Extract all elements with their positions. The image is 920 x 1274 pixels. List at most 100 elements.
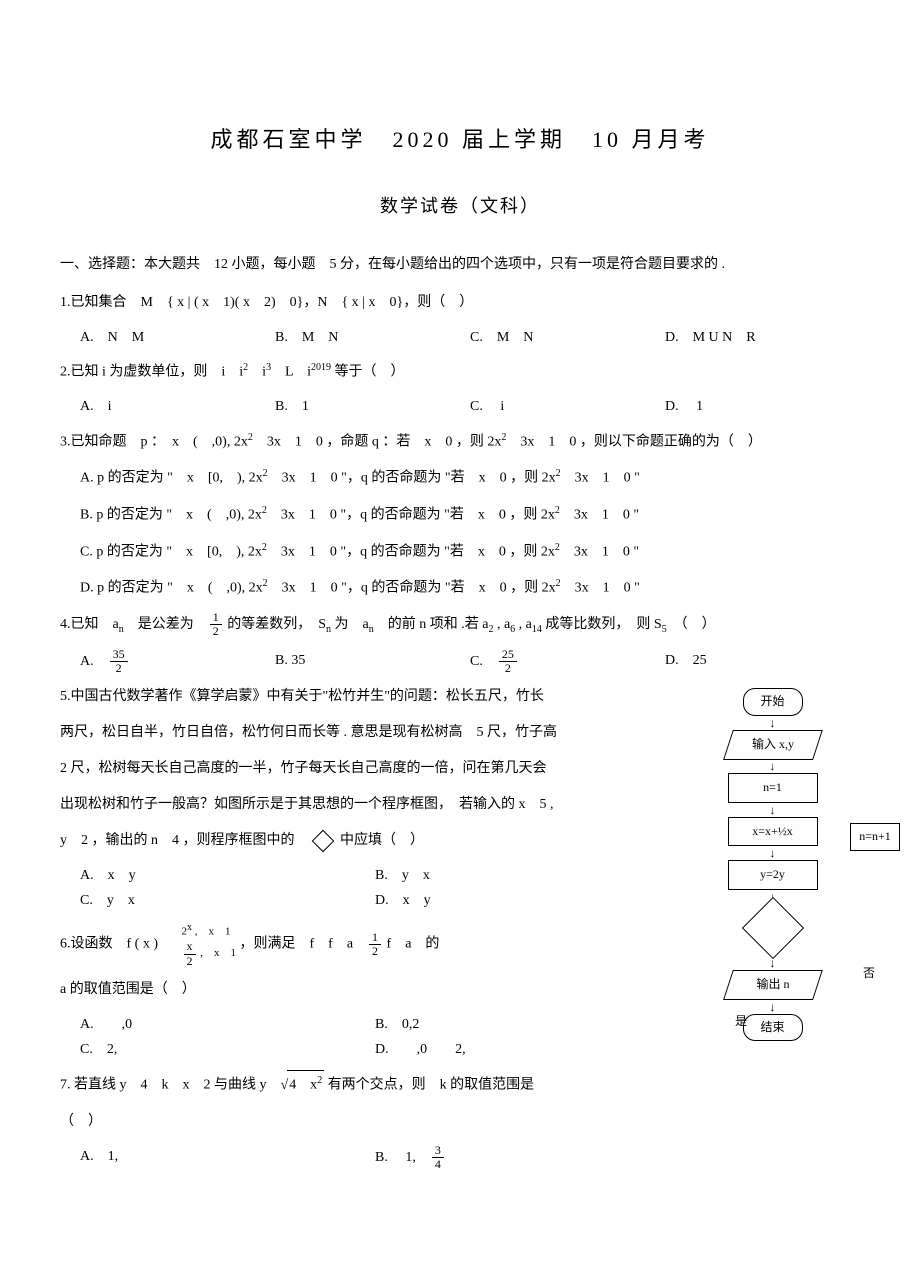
q4-t-g: , a (515, 617, 532, 632)
q5-opt-a: A. x y (80, 863, 375, 888)
q7-stem: 7. 若直线 y 4 k x 2 与曲线 y 4 x2 有两个交点，则 k 的取… (60, 1070, 670, 1100)
q5-l4: 出现松树和竹子一般高？如图所示是于其思想的一个程序框图， 若输入的 x 5 , (60, 791, 670, 819)
q4-f1d: 2 (210, 625, 222, 638)
q3c-1: C. p 的否定为 " x [0, ), 2x (80, 544, 262, 559)
q6-opt-a: A. ,0 (80, 1012, 375, 1037)
q3a-1: A. p 的否定为 " x [0, ), 2x (80, 471, 263, 486)
q6f2d: 2 (369, 945, 381, 958)
q7-stem2: （ ） (60, 1108, 670, 1136)
q4a-d: 2 (110, 662, 128, 675)
q3a-3: 3x 1 0 " (561, 471, 640, 486)
q4-opt-c: C. 252 (470, 648, 665, 675)
q7b-frac: 34 (432, 1144, 444, 1171)
q3a-2: 3x 1 0 "，q 的否命题为 "若 x 0 ，则 2x (268, 471, 556, 486)
fc-side: n=n+1 (850, 823, 900, 851)
q3c-3: 3x 1 0 " (560, 544, 639, 559)
q4-t-e: 的前 n 项和 .若 a (374, 617, 489, 632)
q7-opt-a: A. 1, (80, 1144, 375, 1171)
q6-frac-piece: x2 (184, 940, 196, 967)
q4-t-f: , a (493, 617, 510, 632)
q4-options: A. 352 B. 35 C. 252 D. 25 (60, 648, 860, 675)
q3-opt-b: B. p 的否定为 " x ( ,0), 2x2 3x 1 0 "，q 的否命题… (60, 501, 860, 530)
q5-l5b: 中应填（ ） (337, 833, 425, 848)
q3d-2: 3x 1 0 "，q 的否命题为 "若 x 0 ，则 2x (268, 581, 556, 596)
fc-arrow-3: ↓ (685, 804, 860, 816)
q1-stem: 1.已知集合 M { x | ( x 1)( x 2) 0}，N { x | x… (60, 289, 860, 317)
q3d-3: 3x 1 0 " (561, 581, 640, 596)
q4-t-i: （ ） (667, 617, 716, 632)
q1-opt-c: C. M N (470, 325, 665, 350)
fc-label-no: 否 (863, 963, 875, 985)
q6-stem: 6.设函数 f ( x ) 2x , x 1 x2 , x 1 ，则满足 f f… (60, 921, 670, 967)
q5-l1: 5.中国古代数学著作《算学启蒙》中有关于"松竹并生"的问题：松长五尺，竹长 (60, 683, 670, 711)
q5-opt-d: D. x y (375, 888, 670, 913)
fc-arrow-7: ↓ (685, 1001, 860, 1013)
q3-stem: 3.已知命题 p ： x ( ,0), 2x2 3x 1 0 ，命题 q ：若 … (60, 428, 860, 457)
q4-stem: 4.已知 an 是公差为 12 的等差数列， Sn 为 an 的前 n 项和 .… (60, 611, 860, 640)
fc-input: 输入 x,y (723, 730, 823, 760)
q4-frac1: 12 (210, 611, 222, 638)
q2-exp2019: 2019 (311, 362, 331, 373)
q4-t-b: 是公差为 (124, 617, 208, 632)
q6-stem2: a 的取值范围是（ ） (60, 976, 670, 1004)
q3-text-b: 3x 1 0 ，命题 q ：若 x 0 ，则 2x (253, 434, 502, 449)
q3-opt-d: D. p 的否定为 " x ( ,0), 2x2 3x 1 0 "，q 的否命题… (60, 574, 860, 603)
q7-ta: 7. 若直线 y 4 k x 2 与曲线 y (60, 1078, 281, 1093)
q5-opt-b: B. y x (375, 863, 670, 888)
q5-l5a: y 2 ，输出的 n 4 ，则程序框图中的 (60, 833, 309, 848)
q7-options: A. 1, B. 1, 34 (60, 1144, 670, 1171)
q6-ta: 6.设函数 f ( x ) (60, 937, 172, 952)
q2-stem: 2.已知 i 为虚数单位，则 i i2 i3 L i2019 等于（ ） (60, 358, 860, 387)
fc-output: 输出 n (723, 970, 823, 1000)
exam-title: 成都石室中学 2020 届上学期 10 月月考 (60, 120, 860, 160)
q3-opt-c: C. p 的否定为 " x [0, ), 2x2 3x 1 0 "，q 的否命题… (60, 538, 860, 567)
q6-options: A. ,0 B. 0,2 C. 2, D. ,0 2, (60, 1012, 670, 1062)
q4a-frac: 352 (110, 648, 128, 675)
q4-t-d: 为 a (331, 617, 369, 632)
fc-decision (728, 906, 818, 956)
q6p2n: x (184, 940, 196, 954)
q4-opt-a: A. 352 (80, 648, 275, 675)
q6-opt-d: D. ,0 2, (375, 1037, 670, 1062)
q1-opt-a: A. N M (80, 325, 275, 350)
q6f2n: 1 (369, 931, 381, 945)
fc-start: 开始 (743, 688, 803, 716)
q4-t-h: 成等比数列， 则 S (542, 617, 662, 632)
q4a-n: 35 (110, 648, 128, 662)
q4c-d: 2 (499, 662, 517, 675)
q2-opt-d: D. 1 (665, 394, 860, 419)
q3-opt-a: A. p 的否定为 " x [0, ), 2x2 3x 1 0 "，q 的否命题… (60, 464, 860, 493)
q3-text-a: 3.已知命题 p ： x ( ,0), 2x (60, 434, 248, 449)
q4-t-a: 4.已知 a (60, 617, 119, 632)
q2-text-d: 等于（ ） (331, 364, 405, 379)
fc-arrow-1: ↓ (685, 717, 860, 729)
sqrt-sign (281, 1078, 286, 1093)
q6-opt-b: B. 0,2 (375, 1012, 670, 1037)
q3b-3: 3x 1 0 " (560, 508, 639, 523)
q2-text-b: i (248, 364, 266, 379)
q5-options: A. x y B. y x C. y x D. x y (60, 863, 670, 913)
q2-opt-a: A. i (80, 394, 275, 419)
q4c-frac: 252 (499, 648, 517, 675)
q7sb: 2 (317, 1075, 322, 1086)
q7-sqrt: 4 x2 (287, 1070, 324, 1100)
q7sa: 4 x (289, 1078, 317, 1093)
fc-arrow-2: ↓ (685, 760, 860, 772)
q6-p2: x2 , x 1 (182, 940, 237, 967)
q1-opt-d: D. M U N R (665, 325, 860, 350)
fc-end: 结束 (743, 1014, 803, 1042)
fc-arrow-4: ↓ (685, 847, 860, 859)
flowchart: 开始 ↓ 输入 x,y ↓ n=1 ↓ x=x+½x ↓ y=2y ↓ ↓ 输出… (685, 688, 860, 1041)
q2-text-a: 2.已知 i 为虚数单位，则 i i (60, 364, 243, 379)
fc-label-yes: 是 (735, 1011, 747, 1033)
diamond-icon (311, 830, 334, 853)
q3b-1: B. p 的否定为 " x ( ,0), 2x (80, 508, 262, 523)
q6-p1: 2x , x 1 (182, 921, 237, 940)
q6-tb: ，则满足 f f a (240, 937, 368, 952)
q6-tc: f a 的 (383, 937, 439, 952)
q4c-l: C. (470, 654, 497, 669)
q4-opt-d: D. 25 (665, 648, 860, 675)
q1-options: A. N M B. M N C. M N D. M U N R (60, 325, 860, 350)
q3c-2: 3x 1 0 "，q 的否命题为 "若 x 0 ，则 2x (267, 544, 555, 559)
q4-f1n: 1 (210, 611, 222, 625)
